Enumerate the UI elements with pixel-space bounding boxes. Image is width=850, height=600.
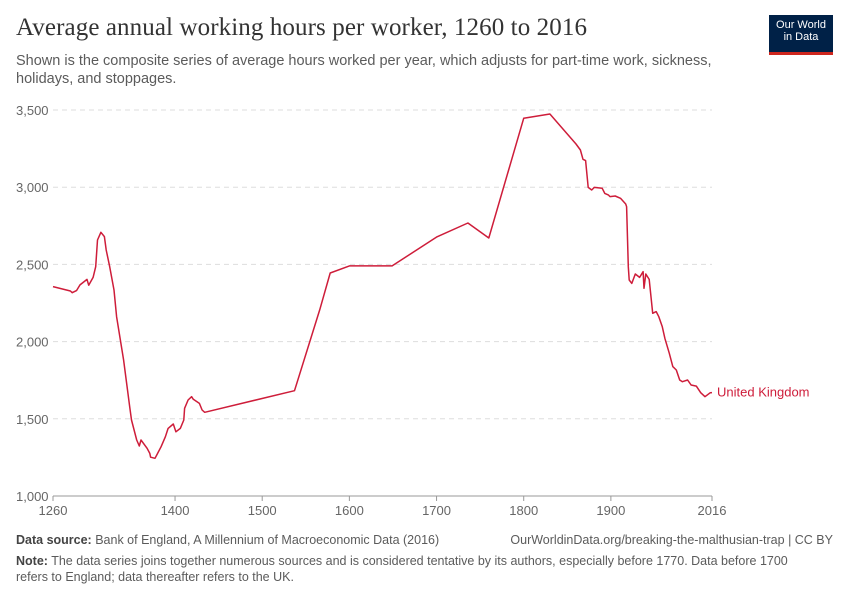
y-tick-label: 2,000 [16,335,49,350]
note-label: Note: [16,554,48,568]
data-source: Data source: Bank of England, A Millenni… [16,533,439,547]
y-tick-label: 2,500 [16,257,49,272]
y-tick-label: 3,500 [16,103,49,118]
owid-logo[interactable]: Our World in Data [769,15,833,55]
y-tick-label: 1,500 [16,412,49,427]
y-tick-label: 1,000 [16,489,49,504]
x-tick-label: 1260 [39,503,68,518]
note-text: The data series joins together numerous … [16,554,788,584]
series-line-united-kingdom [52,113,713,460]
source-label: Data source: [16,533,92,547]
x-tick-label: 2016 [698,503,727,518]
y-tick-label: 3,000 [16,180,49,195]
source-url-link[interactable]: OurWorldinData.org/breaking-the-malthusi… [510,533,833,547]
chart-subtitle: Shown is the composite series of average… [16,53,712,87]
series-label: United Kingdom [717,385,810,400]
x-tick-label: 1600 [335,503,364,518]
chart-title: Average annual working hours per worker,… [16,14,588,41]
source-text: Bank of England, A Millennium of Macroec… [91,533,440,547]
x-tick-label: 1400 [161,503,190,518]
x-tick-label: 1700 [422,503,451,518]
logo-line-2: in Data [783,31,819,43]
x-tick-label: 1500 [248,503,277,518]
x-tick-label: 1900 [596,503,625,518]
x-tick-label: 1800 [509,503,538,518]
chart-note: Note: The data series joins together num… [16,553,816,585]
logo-line-1: Our World [776,19,826,31]
